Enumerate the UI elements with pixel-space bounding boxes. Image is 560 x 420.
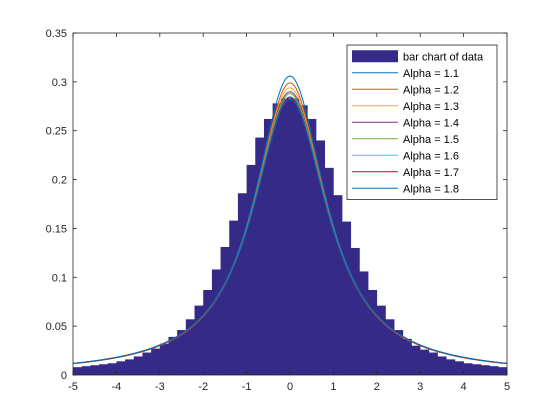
x-tick-label: 5	[504, 381, 510, 393]
histogram-bar	[185, 319, 195, 375]
histogram-bar	[246, 164, 256, 375]
histogram-bar	[420, 349, 430, 375]
histogram-bar	[281, 98, 291, 376]
x-tick-label: -2	[198, 381, 208, 393]
axes: -5 -4 -3 -2 -1 0 1 2 3 4 5 0 0.05 0.1 0.15 0.2 0.25 0.3 0.…	[46, 28, 510, 393]
y-tick-label: 0.15	[46, 223, 67, 235]
legend-label-6: Alpha = 1.6	[403, 150, 459, 162]
histogram-bar	[211, 269, 221, 375]
x-tick-label: -4	[112, 381, 122, 393]
legend-box	[346, 44, 498, 200]
y-tick-label: 0.35	[46, 28, 67, 40]
histogram-bar	[168, 336, 178, 375]
histogram-bar	[90, 365, 100, 375]
histogram-bar	[368, 289, 378, 375]
histogram-bar	[342, 221, 352, 375]
histogram-bar	[290, 98, 299, 376]
histogram-bar	[411, 345, 421, 375]
histogram-bar	[255, 137, 265, 375]
x-tick-label: 2	[374, 381, 380, 393]
histogram-bar	[203, 289, 213, 375]
histogram-bar	[489, 366, 499, 375]
histogram-bar	[220, 246, 230, 375]
x-tick-label: 3	[417, 381, 423, 393]
histogram-bar	[151, 348, 161, 375]
legend-label-5: Alpha = 1.5	[403, 134, 459, 146]
histogram-bar	[107, 363, 117, 375]
histogram-bar	[81, 366, 91, 375]
legend-label-2: Alpha = 1.2	[403, 84, 459, 96]
x-tick-label: -1	[242, 381, 252, 393]
legend-label-histogram: bar chart of data	[403, 51, 484, 63]
x-tick-label: -5	[68, 381, 78, 393]
density-curve-8	[72, 98, 508, 364]
histogram-bar	[350, 247, 360, 375]
histogram-bar	[237, 193, 247, 375]
legend: bar chart of data Alpha = 1.1 Alpha = 1.2 A…	[346, 44, 498, 200]
histogram-bar	[437, 356, 447, 375]
histogram-bar	[99, 364, 109, 375]
legend-label-8: Alpha = 1.8	[403, 183, 459, 195]
histogram-bar	[316, 140, 326, 375]
y-tick-label: 0.1	[52, 272, 67, 284]
histogram-bar	[298, 105, 308, 376]
histogram-bar	[125, 359, 135, 375]
density-curves	[72, 75, 508, 365]
histogram-bar	[333, 195, 343, 375]
histogram-bar	[480, 365, 490, 375]
legend-label-4: Alpha = 1.4	[403, 117, 459, 129]
histogram-bar	[324, 167, 334, 375]
histogram-bar	[376, 305, 386, 375]
y-tick-label: 0.3	[52, 77, 67, 89]
legend-label-3: Alpha = 1.3	[403, 101, 459, 113]
histogram-bar	[263, 118, 273, 375]
histogram-bar	[472, 364, 482, 375]
histogram-bar	[454, 361, 464, 375]
histogram-bar	[159, 343, 169, 375]
histogram-bar	[177, 330, 187, 375]
histogram-bar	[272, 103, 282, 376]
y-tick-label: 0.25	[46, 126, 67, 138]
y-tick-label: 0.2	[52, 175, 67, 187]
histogram-bar	[307, 118, 317, 375]
x-tick-label: 1	[330, 381, 336, 393]
histogram-bar	[133, 356, 143, 375]
histogram-bar	[229, 220, 239, 375]
histogram-bar	[359, 271, 369, 375]
y-tick-label: 0	[61, 370, 67, 382]
histogram-bars	[73, 98, 508, 376]
histogram-bar	[385, 319, 395, 375]
histogram-bar	[73, 367, 82, 375]
histogram-bar	[116, 361, 126, 375]
histogram-bar	[446, 359, 456, 375]
x-tick-label: -3	[155, 381, 165, 393]
legend-swatch-histogram	[352, 50, 398, 63]
histogram-bar	[498, 367, 508, 375]
histogram-bar	[194, 305, 204, 375]
histogram-bar	[402, 338, 412, 375]
legend-label-7: Alpha = 1.7	[403, 167, 459, 179]
y-tick-label: 0.05	[46, 321, 67, 333]
histogram-bar	[142, 352, 152, 375]
x-tick-label: 0	[287, 381, 293, 393]
histogram-bar	[394, 330, 404, 375]
histogram-bar	[428, 352, 438, 375]
legend-label-1: Alpha = 1.1	[403, 68, 459, 80]
histogram-bar	[463, 363, 473, 375]
x-tick-label: 4	[461, 381, 467, 393]
